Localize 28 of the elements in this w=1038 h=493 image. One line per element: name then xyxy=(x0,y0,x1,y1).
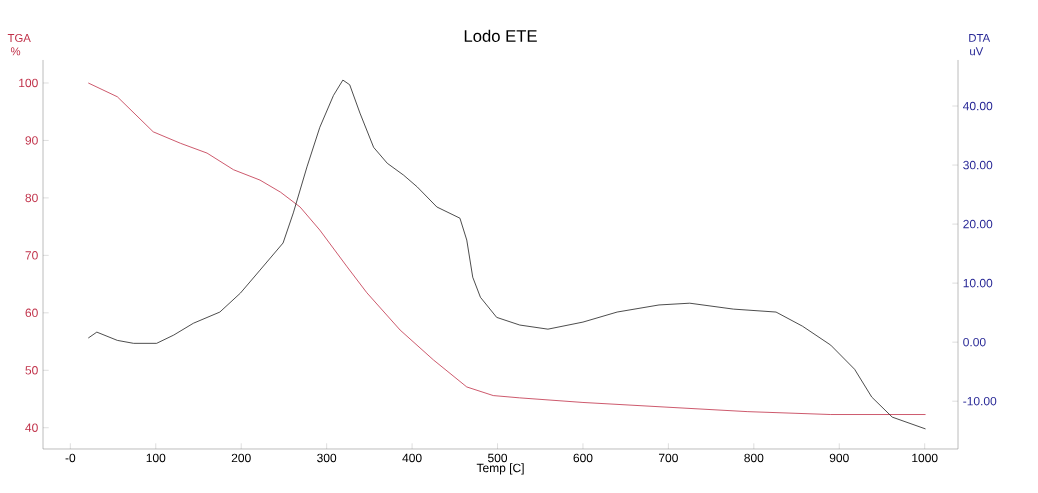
y2-tick-label: 0.00 xyxy=(963,337,986,347)
x-axis-title: Temp [C] xyxy=(476,463,524,475)
y-tick-label: 50 xyxy=(25,366,38,375)
chart-title: Lodo ETE xyxy=(464,29,537,42)
x-tick-label: 400 xyxy=(402,453,422,463)
x-tick-label: 200 xyxy=(231,453,251,463)
x-tick-label: -0 xyxy=(65,453,76,463)
x-tick-label: 1000 xyxy=(912,453,938,463)
y2-tick-label: 30.00 xyxy=(963,160,993,170)
y-axis-title: TGA % xyxy=(7,33,31,56)
y-tick-label: 40 xyxy=(25,423,38,432)
y2-tick-label: -10.00 xyxy=(963,396,997,406)
y2-axis-title: DTA uV xyxy=(969,34,991,56)
x-tick-label: 600 xyxy=(573,453,593,463)
y-tick-label: 70 xyxy=(25,251,38,260)
x-tick-label: 900 xyxy=(829,453,849,463)
x-tick-label: 300 xyxy=(317,453,337,463)
y2-tick-label: 40.00 xyxy=(963,101,993,111)
x-tick-label: 800 xyxy=(744,453,764,463)
y-tick-label: 80 xyxy=(25,193,38,203)
x-tick-label: 700 xyxy=(658,453,678,463)
x-tick-label: 500 xyxy=(487,453,508,463)
y-tick-label: 60 xyxy=(25,308,38,318)
x-tick-label: 100 xyxy=(146,453,166,463)
y2-tick-label: 10.00 xyxy=(963,278,993,288)
y-tick-label: 100 xyxy=(19,78,38,88)
y-tick-label: 90 xyxy=(25,136,38,145)
y2-tick-label: 20.00 xyxy=(963,219,993,229)
